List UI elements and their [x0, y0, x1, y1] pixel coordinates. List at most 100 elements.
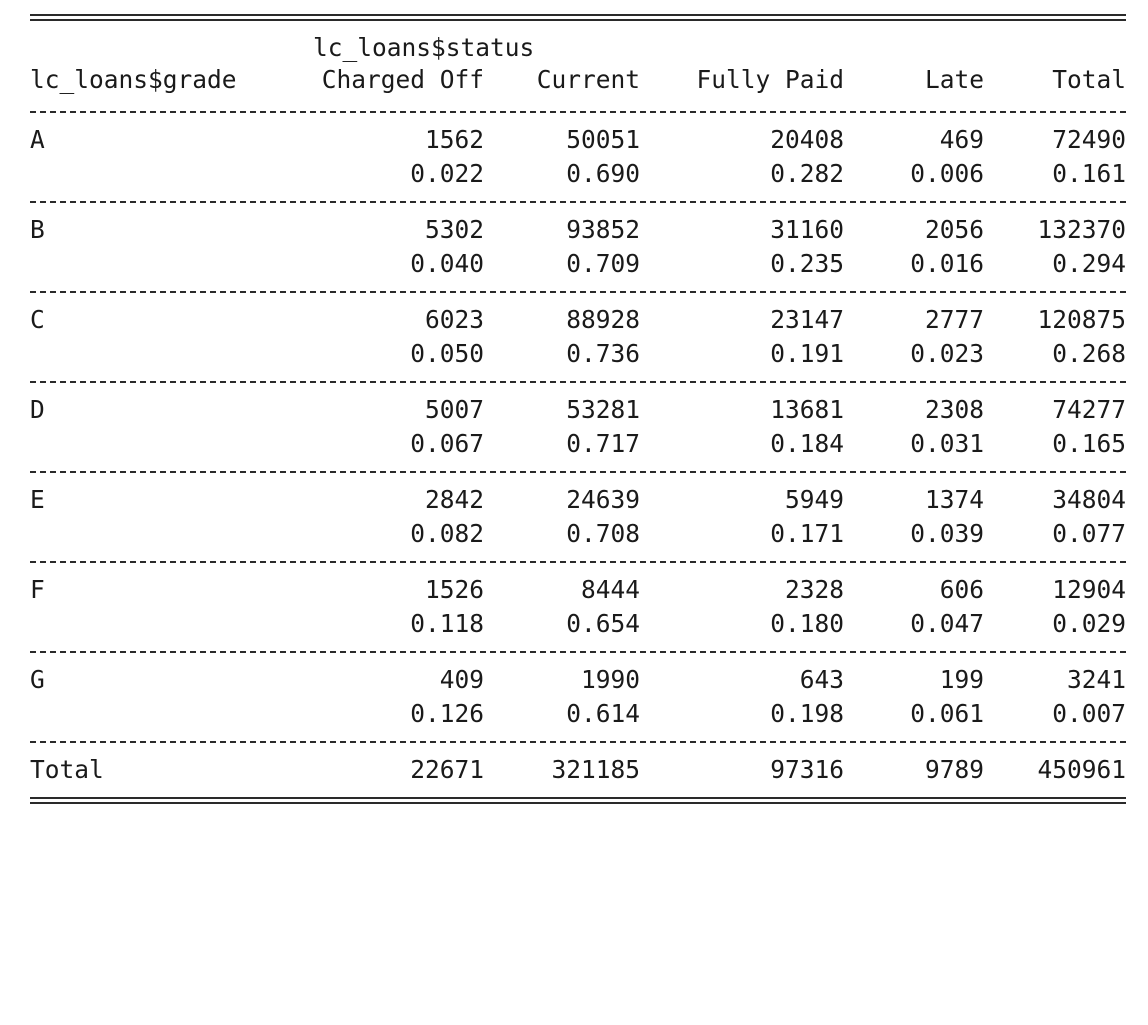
row-separator-rule: [30, 201, 1126, 203]
total-count: 450961: [1037, 755, 1126, 784]
count-cell: 74277: [1052, 395, 1126, 424]
proportion-cell: 0.050: [410, 339, 484, 368]
proportion-row: 0.040 0.709 0.235 0.016 0.294: [30, 247, 1126, 281]
col-header-fully-paid: Fully Paid: [696, 65, 844, 94]
proportion-cell: 0.077: [1052, 519, 1126, 548]
count-cell: 72490: [1052, 125, 1126, 154]
proportion-cell: 0.061: [910, 699, 984, 728]
table-row: F 1526 8444 2328 606 12904: [30, 573, 1126, 607]
count-cell: 34804: [1052, 485, 1126, 514]
proportion-cell: 0.007: [1052, 699, 1126, 728]
total-label: Total: [30, 755, 104, 784]
proportion-cell: 0.031: [910, 429, 984, 458]
proportion-cell: 0.047: [910, 609, 984, 638]
row-label: G: [30, 665, 45, 694]
count-cell: 2777: [924, 305, 984, 334]
proportion-row: 0.126 0.614 0.198 0.061 0.007: [30, 697, 1126, 731]
total-row: Total 22671 321185 97316 9789 450961: [30, 753, 1126, 787]
proportion-cell: 0.736: [566, 339, 640, 368]
row-label: C: [30, 305, 45, 334]
proportion-cell: 0.708: [566, 519, 640, 548]
count-cell: 31160: [770, 215, 844, 244]
count-cell: 199: [939, 665, 984, 694]
col-header-total: Total: [1052, 65, 1126, 94]
table-row: D 5007 53281 13681 2308 74277: [30, 393, 1126, 427]
proportion-cell: 0.294: [1052, 249, 1126, 278]
col-header-charged-off: Charged Off: [321, 65, 484, 94]
count-cell: 1374: [924, 485, 984, 514]
table-row: E 2842 24639 5949 1374 34804: [30, 483, 1126, 517]
proportion-cell: 0.067: [410, 429, 484, 458]
proportion-cell: 0.184: [770, 429, 844, 458]
table-row: C 6023 88928 23147 2777 120875: [30, 303, 1126, 337]
total-count: 22671: [410, 755, 484, 784]
proportion-row: 0.067 0.717 0.184 0.031 0.165: [30, 427, 1126, 461]
proportion-cell: 0.022: [410, 159, 484, 188]
col-header-current: Current: [536, 65, 640, 94]
count-cell: 643: [799, 665, 844, 694]
proportion-cell: 0.654: [566, 609, 640, 638]
row-separator-rule: [30, 471, 1126, 473]
proportion-cell: 0.040: [410, 249, 484, 278]
proportion-cell: 0.165: [1052, 429, 1126, 458]
count-cell: 5007: [424, 395, 484, 424]
bottom-double-rule: [30, 797, 1126, 804]
count-cell: 1526: [424, 575, 484, 604]
proportion-cell: 0.282: [770, 159, 844, 188]
row-separator-rule: [30, 741, 1126, 743]
row-separator-rule: [30, 291, 1126, 293]
proportion-cell: 0.614: [566, 699, 640, 728]
top-double-rule: [30, 14, 1126, 21]
proportion-cell: 0.023: [910, 339, 984, 368]
count-cell: 8444: [580, 575, 640, 604]
count-cell: 53281: [566, 395, 640, 424]
row-label: B: [30, 215, 45, 244]
count-cell: 1990: [580, 665, 640, 694]
count-cell: 50051: [566, 125, 640, 154]
proportion-cell: 0.016: [910, 249, 984, 278]
table-row-group: F 1526 8444 2328 606 12904 0.118 0.654 0.180 0.04…: [30, 563, 1126, 651]
proportion-row: 0.050 0.736 0.191 0.023 0.268: [30, 337, 1126, 371]
header-rule: [30, 111, 1126, 113]
count-cell: 5302: [424, 215, 484, 244]
count-cell: 132370: [1037, 215, 1126, 244]
count-cell: 606: [939, 575, 984, 604]
total-count: 9789: [924, 755, 984, 784]
count-cell: 1562: [424, 125, 484, 154]
proportion-row: 0.082 0.708 0.171 0.039 0.077: [30, 517, 1126, 551]
count-cell: 5949: [784, 485, 844, 514]
count-cell: 24639: [566, 485, 640, 514]
row-variable-label: lc_loans$grade: [30, 65, 237, 94]
count-cell: 120875: [1037, 305, 1126, 334]
count-cell: 20408: [770, 125, 844, 154]
total-count: 97316: [770, 755, 844, 784]
total-count: 321185: [551, 755, 640, 784]
proportion-cell: 0.191: [770, 339, 844, 368]
row-label: E: [30, 485, 45, 514]
count-cell: 13681: [770, 395, 844, 424]
proportion-cell: 0.161: [1052, 159, 1126, 188]
proportion-cell: 0.039: [910, 519, 984, 548]
count-cell: 2328: [784, 575, 844, 604]
table-row: G 409 1990 643 199 3241: [30, 663, 1126, 697]
table-row-group: G 409 1990 643 199 3241 0.126 0.614 0.198 0.061 0.…: [30, 653, 1126, 741]
row-separator-rule: [30, 651, 1126, 653]
proportion-row: 0.022 0.690 0.282 0.006 0.161: [30, 157, 1126, 191]
count-cell: 409: [439, 665, 484, 694]
proportion-cell: 0.029: [1052, 609, 1126, 638]
header-row: lc_loans$grade Charged Off Current Fully…: [30, 63, 1126, 97]
row-separator-rule: [30, 561, 1126, 563]
proportion-cell: 0.082: [410, 519, 484, 548]
row-label: F: [30, 575, 45, 604]
column-variable-label: lc_loans$status: [313, 33, 535, 62]
row-separator-rule: [30, 381, 1126, 383]
count-cell: 469: [939, 125, 984, 154]
proportion-cell: 0.126: [410, 699, 484, 728]
proportion-cell: 0.690: [566, 159, 640, 188]
proportion-cell: 0.006: [910, 159, 984, 188]
table-row-group: A 1562 50051 20408 469 72490 0.022 0.690 0.282 0.…: [30, 113, 1126, 201]
count-cell: 12904: [1052, 575, 1126, 604]
count-cell: 3241: [1066, 665, 1126, 694]
row-label: A: [30, 125, 45, 154]
table-row: B 5302 93852 31160 2056 132370: [30, 213, 1126, 247]
